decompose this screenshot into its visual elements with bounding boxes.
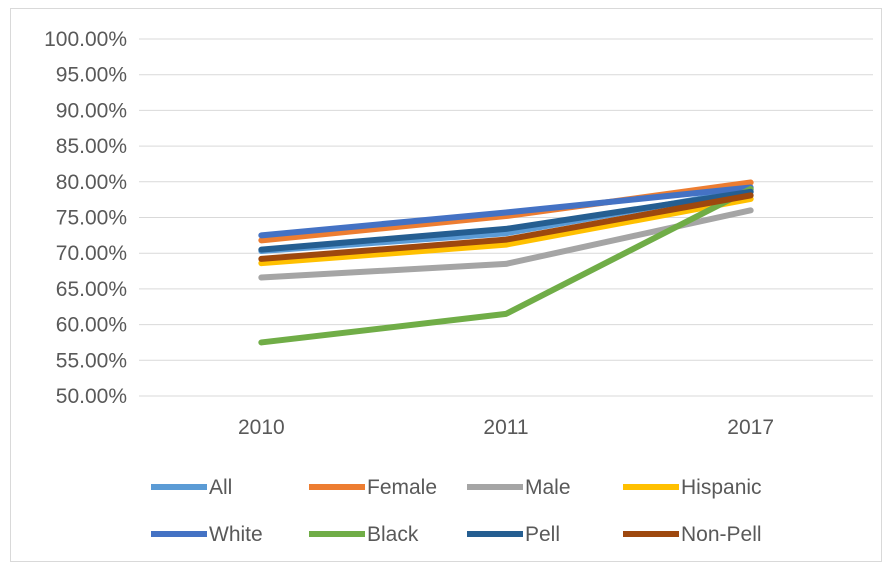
series-lines [258, 179, 754, 346]
y-tick-label: 95.00% [56, 64, 127, 87]
series-line-black [258, 185, 754, 346]
x-tick-label: 2010 [238, 416, 285, 439]
y-tick-label: 80.00% [56, 171, 127, 194]
legend-label-all: All [209, 476, 232, 499]
y-tick-label: 85.00% [56, 135, 127, 158]
chart-area: 100.00% 95.00% 90.00% 85.00% 80.00% 75.00% 70.… [10, 8, 882, 562]
y-tick-label: 65.00% [56, 278, 127, 301]
y-tick-label: 75.00% [56, 207, 127, 230]
series-line-white [258, 184, 754, 239]
y-tick-label: 60.00% [56, 314, 127, 337]
legend: All Female Male Hispanic White Black Pell Non-P… [151, 476, 762, 546]
y-axis-tick-labels: 100.00% 95.00% 90.00% 85.00% 80.00% 75.00% 70.… [44, 28, 127, 408]
y-tick-label: 55.00% [56, 349, 127, 372]
line-chart: 100.00% 95.00% 90.00% 85.00% 80.00% 75.00% 70.… [44, 28, 873, 546]
legend-label-non-pell: Non-Pell [681, 523, 762, 546]
legend-label-hispanic: Hispanic [681, 476, 762, 499]
legend-label-white: White [209, 523, 263, 546]
series-line-pell [258, 188, 754, 253]
series-line-non-pell [258, 192, 754, 262]
y-tick-label: 100.00% [44, 28, 127, 51]
legend-label-black: Black [367, 523, 419, 546]
x-tick-label: 2017 [727, 416, 774, 439]
x-tick-label: 2011 [483, 416, 528, 439]
y-tick-label: 50.00% [56, 385, 127, 408]
y-tick-label: 70.00% [56, 242, 127, 265]
legend-label-female: Female [367, 476, 437, 499]
series-line-hispanic [258, 195, 754, 267]
legend-label-male: Male [525, 476, 571, 499]
y-tick-label: 90.00% [56, 99, 127, 122]
legend-label-pell: Pell [525, 523, 560, 546]
x-axis-tick-labels: 2010 2011 2017 [238, 416, 774, 439]
